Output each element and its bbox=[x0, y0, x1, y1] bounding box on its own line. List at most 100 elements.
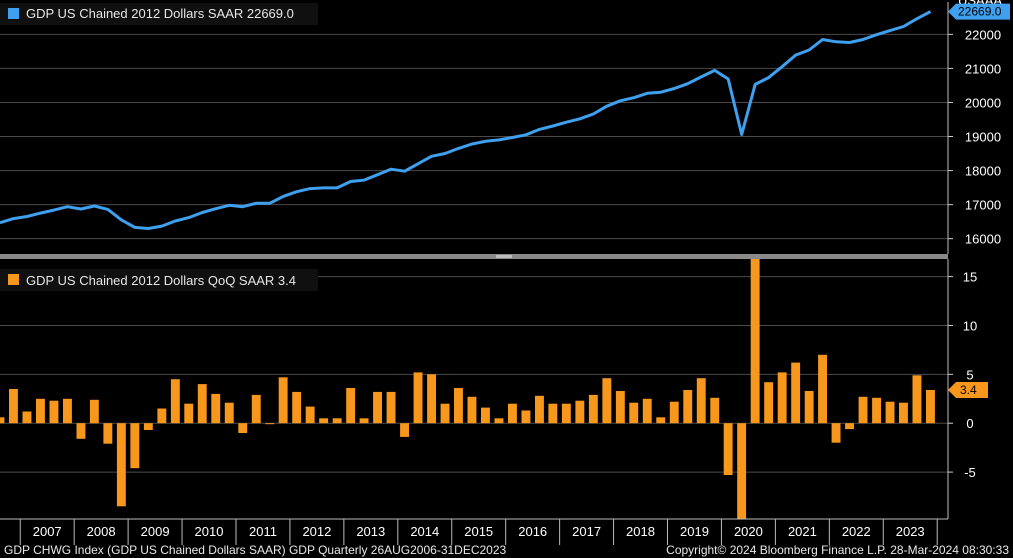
gdp-qoq-bar bbox=[143, 423, 153, 430]
gdp-level-gridlines bbox=[0, 33, 948, 240]
x-axis-year-label: 2022 bbox=[842, 524, 871, 539]
gdp-qoq-legend-text: GDP US Chained 2012 Dollars QoQ SAAR 3.4 bbox=[26, 273, 296, 288]
x-axis-year-label: 2009 bbox=[141, 524, 170, 539]
gdp-qoq-bar bbox=[737, 423, 747, 519]
gdp-qoq-bar bbox=[63, 398, 72, 424]
gdp-qoq-bars bbox=[0, 259, 935, 519]
gdp-qoq-bar bbox=[602, 378, 612, 424]
gdp-level-tick-label: 16000 bbox=[965, 232, 1001, 247]
gdp-level-legend-swatch bbox=[8, 8, 19, 19]
gdp-qoq-panel: -5 0 5 10 15 3.4 GDP US Chained 2012 Dollars… bbox=[0, 259, 988, 519]
gdp-qoq-bar bbox=[36, 398, 45, 424]
x-axis-year-label: 2011 bbox=[249, 524, 277, 539]
x-axis-year-label: 2014 bbox=[410, 524, 439, 539]
gdp-qoq-bar bbox=[845, 423, 854, 430]
x-axis-year-label: 2012 bbox=[302, 524, 331, 539]
x-axis: 2007 2008 2009 2010 2011 2012 2013 2014 2015 2016… bbox=[0, 518, 948, 545]
gdp-level-legend-text: GDP US Chained 2012 Dollars SAAR 22669.0 bbox=[26, 6, 294, 21]
gdp-qoq-bar bbox=[278, 377, 288, 424]
gdp-qoq-tick-label: 10 bbox=[963, 318, 977, 333]
gdp-qoq-bar bbox=[319, 418, 329, 424]
gdp-qoq-bar bbox=[292, 391, 302, 424]
gdp-qoq-bar bbox=[103, 423, 113, 444]
gdp-qoq-bar bbox=[184, 403, 194, 424]
footer-copyright-text: Copyright© 2024 Bloomberg Finance L.P. 2… bbox=[666, 543, 1009, 557]
gdp-qoq-bar bbox=[251, 394, 261, 424]
gdp-qoq-bar bbox=[413, 372, 423, 424]
gdp-qoq-bar bbox=[561, 403, 571, 424]
x-axis-year-label: 2019 bbox=[680, 524, 709, 539]
gdp-qoq-bar bbox=[332, 418, 342, 424]
gdp-qoq-bar bbox=[130, 423, 140, 469]
gdp-level-tick-label: 22000 bbox=[965, 27, 1001, 42]
gdp-qoq-bar bbox=[777, 372, 787, 424]
gdp-qoq-bar bbox=[346, 388, 356, 424]
gdp-qoq-last-value-tag-shape bbox=[948, 381, 988, 398]
gdp-qoq-bar bbox=[305, 406, 315, 424]
gdp-qoq-bar bbox=[211, 393, 221, 424]
gdp-qoq-bar bbox=[373, 391, 382, 424]
gdp-qoq-tick-label: -5 bbox=[964, 465, 976, 480]
gdp-qoq-bar bbox=[669, 401, 679, 424]
gdp-qoq-legend-swatch bbox=[8, 274, 19, 285]
gdp-qoq-bar bbox=[400, 423, 409, 437]
gdp-qoq-bar bbox=[575, 400, 585, 424]
gdp-level-y-axis: 16000 17000 18000 19000 20000 21000 22000 bbox=[947, 2, 1001, 254]
gdp-qoq-bar bbox=[696, 378, 706, 424]
x-axis-year-label: 2013 bbox=[356, 524, 385, 539]
panel-divider-handle[interactable] bbox=[496, 255, 512, 258]
gdp-qoq-bar bbox=[912, 375, 922, 424]
gdp-qoq-bar bbox=[265, 423, 275, 425]
gdp-qoq-bar bbox=[157, 408, 167, 424]
gdp-qoq-bar bbox=[723, 423, 733, 475]
x-axis-year-label: 2018 bbox=[626, 524, 655, 539]
x-axis-year-label: 2007 bbox=[33, 524, 62, 539]
gdp-qoq-bar bbox=[588, 394, 598, 424]
panel-divider bbox=[0, 254, 948, 259]
gdp-qoq-bar bbox=[885, 401, 895, 424]
gdp-qoq-bar bbox=[224, 402, 234, 424]
gdp-level-tick-label: 20000 bbox=[965, 95, 1001, 110]
gdp-level-last-value-text: 22669.0 bbox=[958, 5, 1002, 19]
gdp-qoq-bar bbox=[642, 398, 652, 424]
gdp-level-series-line bbox=[0, 10, 932, 230]
gdp-qoq-bar bbox=[22, 411, 32, 424]
gdp-qoq-bar bbox=[359, 418, 369, 424]
gdp-qoq-tick-label: 5 bbox=[966, 367, 973, 382]
gdp-qoq-last-value-tag: 3.4 bbox=[948, 381, 988, 398]
gdp-qoq-bar bbox=[508, 403, 517, 424]
gdp-qoq-bar bbox=[872, 397, 881, 424]
gdp-qoq-bar bbox=[89, 399, 99, 424]
gdp-qoq-legend-box bbox=[0, 269, 318, 291]
gdp-qoq-bar bbox=[170, 379, 180, 424]
gdp-qoq-y-axis: -5 0 5 10 15 bbox=[947, 259, 977, 519]
gdp-qoq-bar bbox=[629, 402, 639, 424]
x-axis-year-label: 2017 bbox=[572, 524, 601, 539]
gdp-qoq-bar bbox=[764, 382, 774, 424]
gdp-qoq-bar bbox=[467, 396, 477, 424]
gdp-qoq-bar bbox=[710, 397, 720, 424]
gdp-qoq-bar bbox=[548, 403, 558, 424]
x-axis-year-label: 2023 bbox=[896, 524, 925, 539]
gdp-level-last-value-tag-shape bbox=[948, 3, 1010, 20]
gdp-qoq-last-value-text: 3.4 bbox=[960, 383, 977, 397]
gdp-qoq-tick-label: 15 bbox=[963, 270, 977, 285]
gdp-qoq-bar bbox=[386, 391, 396, 424]
gdp-qoq-bar bbox=[899, 402, 908, 424]
x-axis-year-label: 2020 bbox=[734, 524, 763, 539]
x-axis-year-label: 2016 bbox=[518, 524, 547, 539]
gdp-qoq-tick-label: 0 bbox=[966, 416, 973, 431]
gdp-level-tick-label: 18000 bbox=[965, 164, 1001, 179]
x-axis-year-label: 2015 bbox=[464, 524, 493, 539]
gdp-qoq-bar bbox=[197, 384, 207, 424]
gdp-qoq-bar bbox=[791, 362, 801, 424]
gdp-qoq-bar bbox=[750, 259, 760, 424]
gdp-qoq-bar bbox=[535, 395, 544, 424]
gdp-level-legend: GDP US Chained 2012 Dollars SAAR 22669.0 bbox=[0, 3, 318, 25]
x-axis-year-label: 2008 bbox=[87, 524, 116, 539]
gdp-qoq-bar bbox=[0, 417, 5, 424]
gdp-qoq-legend: GDP US Chained 2012 Dollars QoQ SAAR 3.4 bbox=[0, 269, 318, 291]
gdp-level-tick-label: 19000 bbox=[965, 130, 1001, 145]
